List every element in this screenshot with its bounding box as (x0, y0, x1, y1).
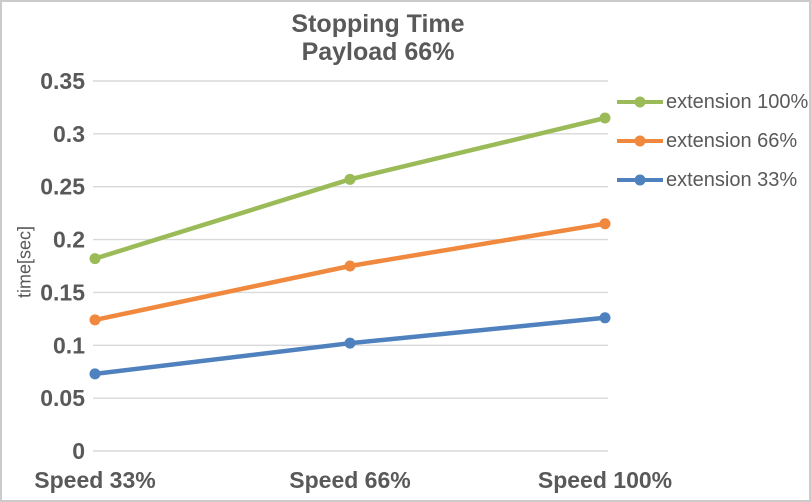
data-point-extension-33-speed-33 (89, 368, 101, 380)
legend-label: extension 33% (666, 168, 798, 191)
data-point-extension-100-speed-100 (599, 112, 611, 124)
legend-item-extension-100: extension 100% (617, 90, 808, 114)
x-tick-label-speed-66: Speed 66% (289, 467, 410, 493)
data-point-extension-66-speed-100 (599, 218, 611, 230)
y-axis-title: time[sec] (14, 225, 35, 299)
y-tick-label: 0.15 (40, 279, 85, 305)
legend-label: extension 66% (666, 129, 798, 152)
legend-item-extension-66: extension 66% (617, 129, 808, 153)
data-point-extension-66-speed-66 (344, 260, 356, 272)
y-tick-label: 0.05 (40, 385, 85, 411)
x-tick-label-speed-33: Speed 33% (34, 467, 155, 493)
legend-key-icon (617, 96, 663, 108)
data-point-extension-66-speed-33 (89, 314, 101, 326)
y-tick-label: 0.1 (53, 332, 85, 358)
legend-key-icon (617, 135, 663, 147)
data-point-extension-100-speed-33 (89, 253, 101, 265)
data-point-extension-100-speed-66 (344, 173, 356, 185)
data-point-extension-33-speed-66 (344, 337, 356, 349)
y-tick-label: 0.25 (40, 174, 85, 200)
data-point-extension-33-speed-100 (599, 312, 611, 324)
y-tick-label: 0.35 (40, 68, 85, 94)
legend-item-extension-33: extension 33% (617, 168, 808, 192)
y-tick-label: 0.2 (53, 227, 85, 253)
x-tick-label-speed-100: Speed 100% (538, 467, 672, 493)
y-tick-label: 0.3 (53, 121, 85, 147)
legend-label: extension 100% (666, 90, 809, 113)
y-tick-label: 0 (72, 438, 85, 464)
legend: extension 100% extension 66% extension 33% (617, 90, 808, 207)
series-line-extension-66 (92, 221, 608, 323)
legend-key-icon (617, 174, 663, 186)
